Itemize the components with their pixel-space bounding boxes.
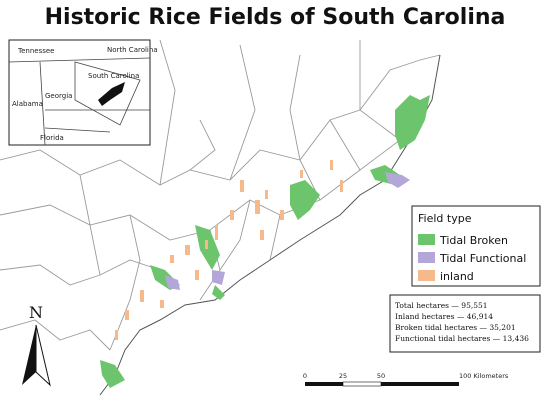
north-arrow: N bbox=[22, 303, 51, 387]
legend-title: Field type bbox=[418, 212, 472, 225]
legend-swatch bbox=[418, 252, 435, 263]
inset-label: North Carolina bbox=[107, 46, 158, 54]
legend-swatch bbox=[418, 270, 435, 281]
county-lines bbox=[0, 39, 441, 351]
inset-label: Alabama bbox=[12, 100, 43, 108]
stat-line: Total hectares — 95,551 bbox=[395, 301, 488, 310]
stat-line: Inland hectares — 46,914 bbox=[395, 312, 493, 321]
inset-label: Florida bbox=[40, 134, 64, 142]
scale-label: 100 Kilometers bbox=[459, 372, 509, 380]
scale-label: 0 bbox=[303, 372, 307, 380]
scale-label: 50 bbox=[377, 372, 385, 380]
scale-bar: 0 25 50 100 Kilometers bbox=[303, 372, 509, 387]
inset-label: Georgia bbox=[45, 92, 72, 100]
legend-label: Tidal Functional bbox=[439, 252, 526, 265]
legend-label: Tidal Broken bbox=[439, 234, 508, 247]
rice-fields bbox=[100, 95, 430, 388]
scale-label: 25 bbox=[339, 372, 347, 380]
legend-label: inland bbox=[440, 270, 474, 283]
stat-line: Broken tidal hectares — 35,201 bbox=[395, 323, 516, 332]
inset-label: South Carolina bbox=[88, 72, 139, 80]
north-label: N bbox=[29, 303, 43, 322]
inset-label: Tennessee bbox=[17, 47, 54, 55]
title: Historic Rice Fields of South Carolina bbox=[45, 5, 506, 30]
legend-swatch bbox=[418, 234, 435, 245]
coastline bbox=[99, 54, 441, 396]
legend: Field type Tidal Broken Tidal Functional i… bbox=[411, 205, 541, 287]
inset-map: Tennessee North Carolina South Carolina … bbox=[8, 39, 158, 146]
stats-box: Total hectares — 95,551 Inland hectares —… bbox=[389, 294, 541, 353]
stat-line: Functional tidal hectares — 13,436 bbox=[395, 334, 529, 343]
